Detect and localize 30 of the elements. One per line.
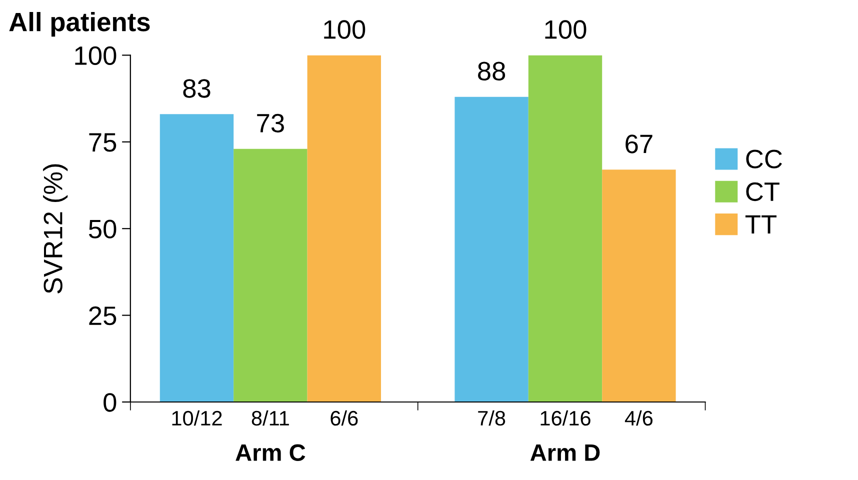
x-tick-label: 8/11 [252,410,289,426]
bar [307,55,381,402]
legend-label: CT [746,182,780,202]
x-tick-label: 10/12 [172,410,222,426]
data-label: 73 [257,114,284,133]
data-label: 83 [183,79,210,98]
bar [528,55,602,402]
y-tick-label: 100 [75,46,116,66]
x-tick-label: 7/8 [478,410,506,426]
x-tick-label: 4/6 [624,410,653,426]
y-tick-label: 50 [88,220,116,238]
text: Arm D [530,444,600,461]
legend-label: CC [746,150,782,168]
data-label: 88 [478,62,506,80]
bar [160,114,234,402]
bar [602,170,676,402]
chart-title: All patients [9,12,150,37]
y-tick-label: 25 [89,306,116,326]
bar [234,148,308,402]
legend-label: TT [745,215,776,234]
bar [454,96,528,402]
x-tick-label: 6/6 [330,410,358,426]
data-label: 67 [626,134,652,154]
y-axis-title: SVR12 (%) [43,164,68,294]
x-tick-label: 16/16 [540,410,590,426]
data-label: 100 [545,20,586,39]
y-tick-label: 75 [89,133,116,152]
y-tick-label: 0 [104,393,116,412]
text: Arm C [236,444,306,462]
data-label: 100 [324,20,366,39]
